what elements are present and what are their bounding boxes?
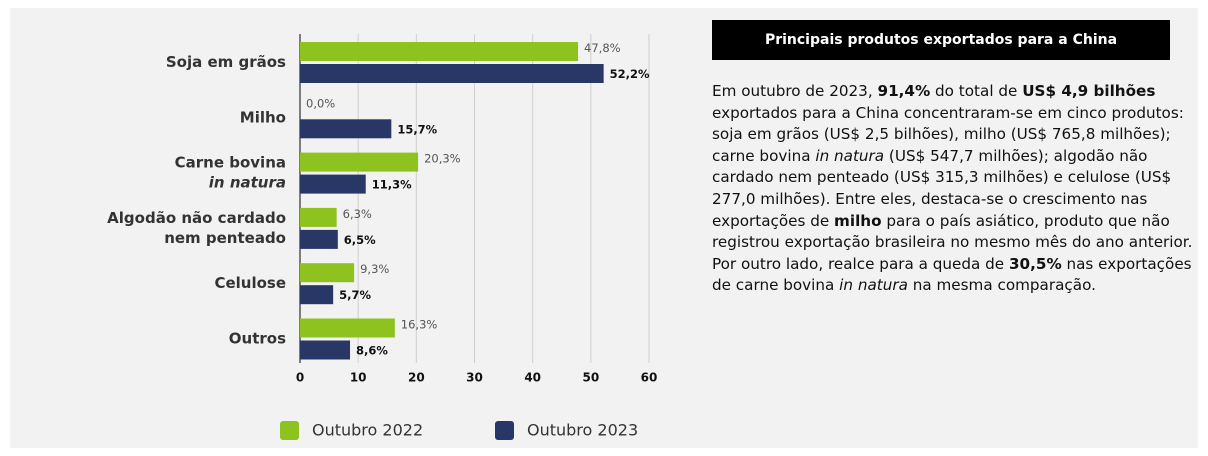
text-run: 30,5% [1008,254,1062,273]
bar [300,119,392,139]
y-tick-label: Celulose [214,274,286,292]
bar [300,174,366,194]
value-label: 15,7% [397,122,437,136]
y-tick-label: nem penteado [164,229,286,247]
text-run: milho [834,211,882,230]
value-label: 8,6% [356,344,388,358]
y-tick-label: Algodão não cardado [107,209,286,227]
text-run: in natura [815,146,885,165]
value-label: 0,0% [306,96,335,110]
text-run: do total de [930,82,1023,100]
value-label: 11,3% [372,178,412,192]
value-label: 9,3% [360,262,389,276]
bar [300,152,419,172]
value-label: 47,8% [584,41,621,55]
value-label: 16,3% [401,318,438,332]
text-run: 91,4% [877,82,931,100]
text-run: in natura [839,276,908,295]
bar [300,285,334,305]
y-tick-label: Carne bovina [175,154,286,172]
text-run: Em outubro de 2023, [712,82,878,100]
legend-label: Outubro 2022 [312,421,423,440]
value-label: 5,7% [339,288,371,302]
legend-swatch [280,421,299,440]
x-tick-label: 20 [408,371,425,385]
bar [300,263,355,283]
panel-text: Em outubro de 2023, 91,4% do total de US… [712,81,1204,297]
panel-title: Principais produtos exportados para a Ch… [712,20,1170,60]
x-tick-label: 10 [350,371,367,385]
bar [300,42,579,61]
text-run: US$ 4,9 bilhões [1022,82,1156,100]
x-tick-label: 50 [582,371,599,385]
legend-swatch [495,421,514,440]
y-tick-label: Soja em grãos [166,53,286,71]
x-tick-label: 30 [466,371,483,385]
bar [300,207,337,227]
bar [300,64,604,83]
x-tick-label: 60 [641,371,658,385]
bar [300,229,338,249]
y-tick-label: in natura [209,174,286,192]
text-run: para o país asiático, produto que não re… [712,211,1193,273]
value-label: 6,5% [344,233,376,247]
legend-label: Outubro 2023 [527,421,638,440]
y-tick-label: Outros [229,330,286,348]
text-run: nas exportações de carne bovina [712,254,1192,295]
value-label: 52,2% [610,67,650,81]
bar [300,340,351,360]
text-run: (US$ 547,7 milhões); algodão não cardado… [712,146,1172,230]
text-run: exportados para a China concentraram-se … [712,103,1184,165]
chart: 0 10 20 30 40 50 60 Soja em grãos 47,8% 52,2% Milh… [107,34,658,440]
y-tick-label: Milho [240,108,286,126]
value-label: 20,3% [424,152,461,166]
value-label: 6,3% [343,207,372,221]
background [10,8,1198,448]
bar [300,318,395,338]
text-run: na mesma comparação. [907,276,1096,295]
x-tick-label: 0 [296,371,304,385]
x-tick-label: 40 [524,371,541,385]
